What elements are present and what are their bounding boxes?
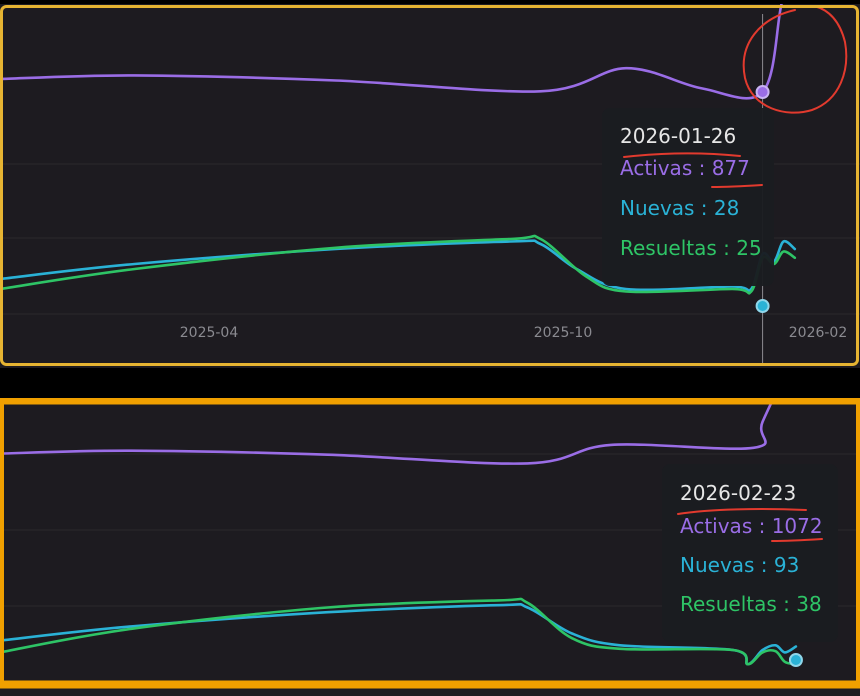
tooltip-nuevas: Nuevas : 28 (620, 196, 739, 220)
annotation-underline (742, 5, 848, 114)
annotation-underline (677, 508, 807, 515)
tooltip-nuevas: Nuevas : 93 (680, 553, 799, 577)
tooltip: 2026-01-26 Activas : 877 Nuevas : 28 Resuel… (602, 108, 774, 286)
tooltip-box (602, 108, 774, 286)
annotation-underline (711, 184, 763, 188)
hover-dot-nuevas (755, 299, 770, 313)
chart-frame (0, 398, 860, 689)
annotation-underline (623, 152, 741, 158)
tooltip-date: 2026-02-23 (680, 481, 796, 505)
annotation-underline (771, 538, 823, 542)
x-tick-label: 2026-02 (789, 325, 848, 341)
series-line-activas[interactable] (0, 4, 795, 100)
chart-panel-bottom: 2026-02-23 Activas : 1072 Nuevas : 93 Resue… (0, 398, 860, 696)
tooltip-resueltas: Resueltas : 38 (680, 592, 822, 616)
hover-dot-nuevas (788, 653, 803, 667)
line-chart-bottom[interactable]: 2026-02-23 Activas : 1072 Nuevas : 93 Resue… (0, 398, 860, 696)
tooltip: 2026-02-23 Activas : 1072 Nuevas : 93 Resue… (662, 464, 838, 642)
chart-panel-top: 2025-04 2025-10 2026-02 2026-01-26 Activas :… (0, 4, 860, 368)
hover-dot-activas (755, 85, 770, 99)
chart-frame (0, 5, 859, 366)
x-tick-label: 2025-04 (180, 325, 239, 341)
tooltip-activas: Activas : 1072 (680, 514, 823, 538)
tooltip-box (662, 464, 838, 642)
tooltip-activas: Activas : 877 (620, 156, 750, 180)
tooltip-resueltas: Resueltas : 25 (620, 236, 762, 260)
series-line-activas[interactable] (0, 398, 796, 465)
x-tick-label: 2025-10 (534, 325, 593, 341)
line-chart-top[interactable]: 2025-04 2025-10 2026-02 2026-01-26 Activas :… (0, 4, 860, 368)
series-line-resueltas[interactable] (0, 597, 798, 666)
series-line-nuevas[interactable] (0, 602, 798, 666)
tooltip-date: 2026-01-26 (620, 124, 736, 148)
